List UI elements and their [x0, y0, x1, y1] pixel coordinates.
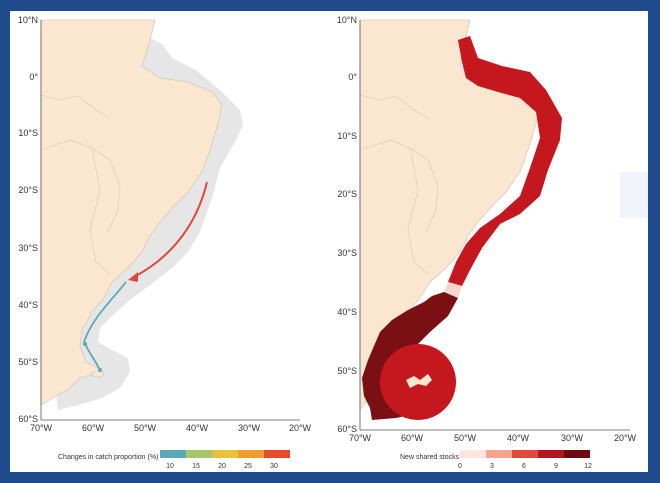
left-country-borders [40, 94, 121, 275]
left-lon-label-50w: 50°W [134, 423, 157, 433]
right-lat-label-0: 0° [348, 72, 357, 82]
right-lon-label-60w: 60°W [401, 433, 424, 443]
left-lon-label-60w: 60°W [82, 423, 105, 433]
right-lat-label-10n: 10°N [337, 15, 357, 25]
left-blue-shift-arrow [83, 281, 127, 371]
left-map: 10°N 0° 10°S 20°S 30°S 40°S 50°S 60°S 70… [18, 15, 312, 470]
left-legend-title: Changes in catch proportion (%) [58, 454, 158, 461]
right-map: 10°N 0° 10°S 20°S 30°S 40°S 50°S 60°S 70… [337, 15, 637, 470]
right-legend-tick: 6 [522, 463, 526, 470]
right-legend-swatch-3 [512, 450, 538, 458]
left-lat-label-10n: 10°N [18, 15, 38, 25]
right-lon-label-50w: 50°W [454, 433, 477, 443]
right-legend-swatch-2 [486, 450, 512, 458]
left-legend-swatch-4 [238, 450, 264, 458]
right-lon-label-20w: 20°W [614, 433, 637, 443]
left-falkland-islands [91, 370, 105, 378]
left-legend-swatch-1 [160, 450, 186, 458]
left-legend-tick: 30 [270, 463, 278, 470]
right-lat-label-10s: 10°S [337, 131, 357, 141]
side-tab [620, 172, 648, 218]
right-legend-swatch-5 [564, 450, 590, 458]
right-falkland-islands [406, 374, 432, 388]
right-legend-swatch-4 [538, 450, 564, 458]
left-lat-label-20s: 20°S [18, 185, 38, 195]
right-shared-stocks-band [448, 36, 562, 286]
right-legend: New shared stocks 0 3 6 9 12 [400, 450, 592, 470]
right-legend-tick: 3 [490, 463, 494, 470]
right-country-borders [359, 94, 439, 275]
left-lon-label-20w: 20°W [289, 423, 312, 433]
right-lat-label-30s: 30°S [337, 248, 357, 258]
left-lon-label-30w: 30°W [238, 423, 261, 433]
left-legend-tick: 25 [244, 463, 252, 470]
right-lon-label-70w: 70°W [349, 433, 372, 443]
left-lat-label-10s: 10°S [18, 128, 38, 138]
right-legend-swatch-1 [460, 450, 486, 458]
right-lat-label-60s: 60°S [337, 424, 357, 434]
right-lon-label-40w: 40°W [507, 433, 530, 443]
right-lat-label-40s: 40°S [337, 307, 357, 317]
left-legend-swatch-5 [264, 450, 290, 458]
left-legend: Changes in catch proportion (%) 10 15 20… [58, 450, 290, 470]
left-lon-label-70w: 70°W [30, 423, 53, 433]
left-lat-label-40s: 40°S [18, 300, 38, 310]
left-lat-label-30s: 30°S [18, 243, 38, 253]
left-lat-label-50s: 50°S [18, 357, 38, 367]
left-legend-swatch-2 [186, 450, 212, 458]
left-legend-swatch-3 [212, 450, 238, 458]
right-lat-label-50s: 50°S [337, 366, 357, 376]
left-legend-tick: 10 [166, 463, 174, 470]
right-legend-title: New shared stocks [400, 454, 460, 461]
left-legend-tick: 15 [192, 463, 200, 470]
right-lat-label-20s: 20°S [337, 189, 357, 199]
left-lat-label-60s: 60°S [18, 414, 38, 424]
left-lon-label-40w: 40°W [186, 423, 209, 433]
left-legend-tick: 20 [218, 463, 226, 470]
right-lon-label-30w: 30°W [561, 433, 584, 443]
right-legend-tick: 12 [584, 463, 592, 470]
right-legend-tick: 9 [554, 463, 558, 470]
left-lat-label-0: 0° [29, 72, 38, 82]
left-red-shift-arrow [131, 181, 208, 279]
right-low-value-segment [444, 282, 462, 298]
right-legend-tick: 0 [458, 463, 462, 470]
